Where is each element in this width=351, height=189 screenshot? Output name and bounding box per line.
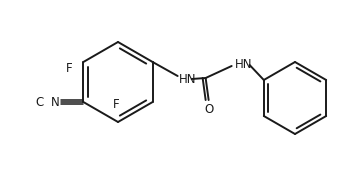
Text: HN: HN	[235, 59, 252, 71]
Text: O: O	[204, 104, 213, 116]
Text: F: F	[113, 98, 119, 111]
Text: C: C	[35, 95, 44, 108]
Text: HN: HN	[179, 74, 197, 87]
Text: N: N	[51, 95, 60, 108]
Text: F: F	[66, 61, 73, 74]
